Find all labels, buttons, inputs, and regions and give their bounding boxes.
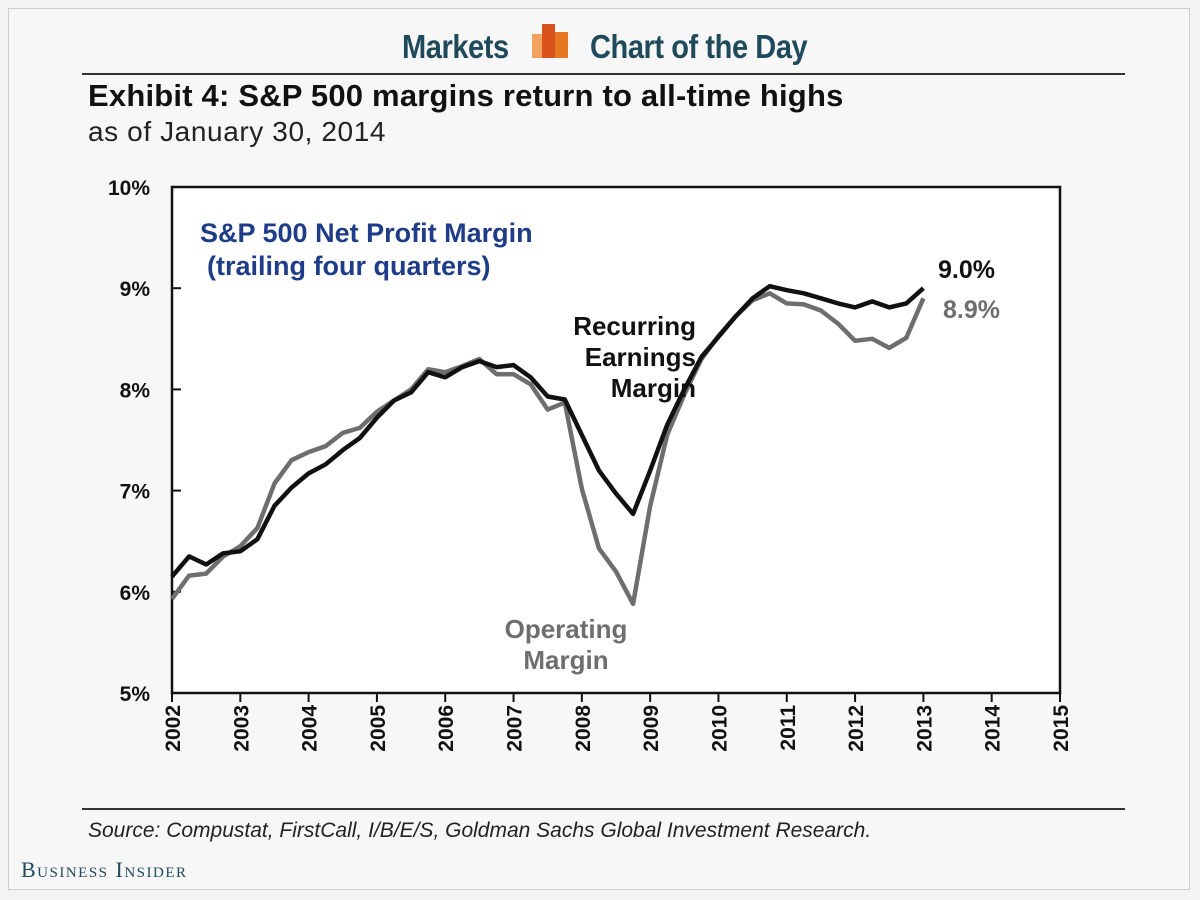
y-tick-label: 6% bbox=[120, 582, 151, 605]
exhibit-title: Exhibit 4: S&P 500 margins return to all… bbox=[88, 78, 844, 113]
logo-bar-front bbox=[542, 24, 555, 58]
y-tick-label: 5% bbox=[120, 683, 151, 706]
brand-name: Business Insider bbox=[21, 857, 188, 882]
plot-area bbox=[170, 185, 1062, 695]
chart-of-the-day-link[interactable]: Chart of the Day bbox=[590, 28, 808, 65]
y-tick-label: 7% bbox=[120, 481, 151, 504]
y-tick-label: 10% bbox=[108, 177, 150, 200]
x-tick-label: 2009 bbox=[640, 705, 663, 752]
x-tick-label: 2003 bbox=[230, 705, 253, 752]
x-tick-label: 2015 bbox=[1050, 705, 1073, 752]
logo-bar-right bbox=[555, 32, 568, 58]
x-tick-label: 2013 bbox=[913, 705, 936, 752]
bar-chart-logo-icon bbox=[532, 24, 568, 58]
operating-series-label: Operating bbox=[505, 614, 628, 644]
series-labels: RecurringEarningsMarginOperatingMargin9.… bbox=[505, 256, 1000, 675]
recurring-series-label: Recurring bbox=[573, 311, 696, 341]
operating-end-label: 8.9% bbox=[943, 296, 1000, 324]
y-axis: 5% 6% 7% 8% 9% 10% bbox=[108, 177, 181, 706]
series-layer bbox=[170, 283, 926, 607]
x-tick-label: 2007 bbox=[504, 705, 527, 752]
x-tick-label: 2004 bbox=[299, 705, 322, 752]
exhibit-subtitle: as of January 30, 2014 bbox=[88, 116, 387, 147]
recurring-series-label: Earnings bbox=[585, 342, 696, 372]
chart-subtitle: (trailing four quarters) bbox=[207, 251, 491, 281]
operating-series-label: Margin bbox=[523, 645, 608, 675]
x-tick-label: 2002 bbox=[162, 705, 185, 752]
x-axis: 2002 2003 2004 2005 2006 2007 2008 2009 2010 2011… bbox=[162, 693, 1073, 752]
x-tick-label: 2010 bbox=[708, 705, 731, 752]
markets-link[interactable]: Markets bbox=[402, 28, 509, 65]
logo-bar-back bbox=[532, 34, 544, 58]
x-tick-label: 2008 bbox=[572, 705, 595, 752]
x-tick-label: 2005 bbox=[367, 705, 390, 752]
x-tick-label: 2011 bbox=[777, 705, 800, 751]
top-divider bbox=[82, 73, 1125, 75]
y-tick-label: 9% bbox=[120, 278, 151, 301]
y-tick-label: 8% bbox=[120, 379, 151, 402]
x-tick-label: 2006 bbox=[435, 705, 458, 752]
recurring-end-label: 9.0% bbox=[938, 256, 995, 284]
header-brand: Markets Chart of the Day bbox=[0, 20, 1200, 70]
chart-title: S&P 500 Net Profit Margin bbox=[200, 218, 533, 248]
source-note: Source: Compustat, FirstCall, I/B/E/S, G… bbox=[88, 819, 872, 842]
business-insider-logo: Business Insider bbox=[21, 857, 188, 883]
series-line-operating bbox=[170, 291, 926, 607]
bottom-divider bbox=[82, 808, 1125, 810]
x-tick-label: 2012 bbox=[845, 705, 868, 752]
x-tick-label: 2014 bbox=[982, 705, 1005, 752]
series-line-recurring bbox=[170, 283, 925, 579]
recurring-series-label: Margin bbox=[611, 373, 696, 403]
